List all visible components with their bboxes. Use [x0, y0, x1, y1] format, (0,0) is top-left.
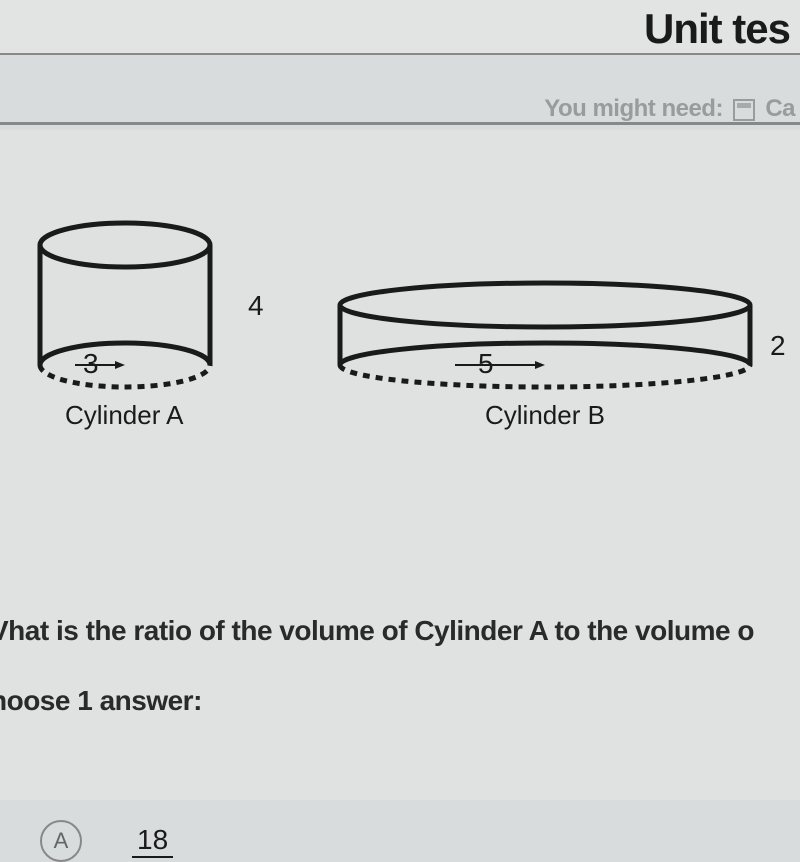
choose-prompt: hoose 1 answer:: [0, 685, 202, 717]
cylinder-b-label: Cylinder B: [485, 400, 605, 431]
hint-text: You might need: Ca: [544, 95, 795, 123]
calculator-icon: [733, 99, 755, 121]
hint-extra: Ca: [765, 95, 795, 122]
cylinder-a-label: Cylinder A: [65, 400, 184, 431]
cylinder-a-height-label: 4: [248, 290, 264, 322]
page-title: Unit tes: [644, 5, 790, 53]
hint-label: You might need:: [544, 95, 723, 122]
cylinder-b-radius-label: 5: [478, 348, 494, 380]
question-text: Vhat is the ratio of the volume of Cylin…: [0, 615, 754, 647]
diagram-area: 4 3 Cylinder A 2 5 Cylinder B: [0, 190, 800, 470]
cylinder-a-svg: [15, 210, 235, 410]
option-letter-a: A: [40, 820, 82, 862]
content-area: 4 3 Cylinder A 2 5 Cylinder B Vhat is th…: [0, 130, 800, 800]
cylinder-a-radius-label: 3: [83, 348, 99, 380]
cylinder-b-svg: [330, 270, 760, 410]
divider: [0, 122, 800, 125]
cylinder-b-height-label: 2: [770, 330, 786, 362]
answer-option-a[interactable]: A 18: [40, 820, 173, 862]
option-value-a: 18: [132, 824, 173, 858]
